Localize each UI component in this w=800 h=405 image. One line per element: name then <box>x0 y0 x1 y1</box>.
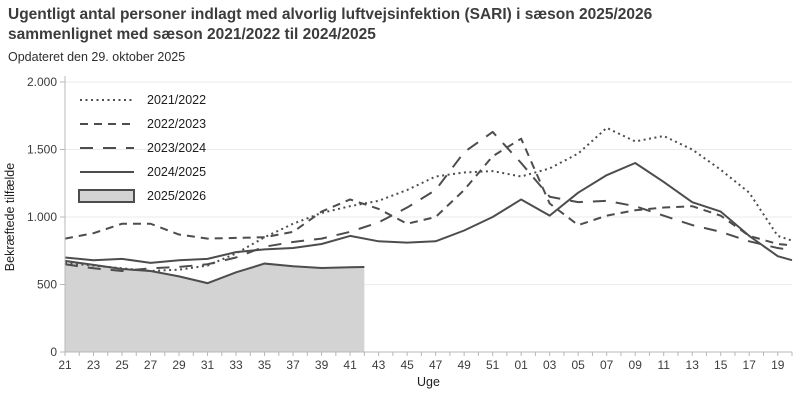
area-line-sample-icon <box>78 189 135 203</box>
legend-label: 2025/2026 <box>147 189 207 203</box>
legend-label: 2021/2022 <box>147 93 207 107</box>
svg-text:03: 03 <box>543 358 557 372</box>
svg-text:15: 15 <box>714 358 728 372</box>
svg-text:31: 31 <box>201 358 215 372</box>
svg-text:25: 25 <box>115 358 129 372</box>
svg-text:1.000: 1.000 <box>27 210 57 224</box>
svg-text:19: 19 <box>771 358 785 372</box>
legend-label: 2023/2024 <box>147 141 207 155</box>
svg-text:11: 11 <box>657 358 670 372</box>
svg-text:Uge: Uge <box>417 375 440 389</box>
svg-text:51: 51 <box>486 358 500 372</box>
svg-text:1.500: 1.500 <box>27 143 57 157</box>
legend-item-2022-2023: 2022/2023 <box>78 112 206 136</box>
longdash-line-sample-icon <box>80 147 134 149</box>
legend-item-2021-2022: 2021/2022 <box>78 88 206 112</box>
svg-text:05: 05 <box>571 358 585 372</box>
svg-text:35: 35 <box>258 358 272 372</box>
legend-label: 2024/2025 <box>147 165 207 179</box>
sari-chart: 0 500 1.000 1.500 2.000 21 23 25 27 29 31 33 35 37 39 4… <box>0 70 800 400</box>
svg-text:17: 17 <box>743 358 757 372</box>
svg-text:27: 27 <box>144 358 158 372</box>
solid-line-sample-icon <box>80 171 134 173</box>
dash-line-sample-icon <box>80 123 134 125</box>
chart-title: Ugentligt antal personer indlagt med alv… <box>8 6 653 44</box>
svg-text:43: 43 <box>372 358 386 372</box>
legend-item-2024-2025: 2024/2025 <box>78 160 206 184</box>
svg-text:39: 39 <box>315 358 329 372</box>
svg-text:23: 23 <box>87 358 101 372</box>
chart-updated-date: Opdateret den 29. oktober 2025 <box>8 49 186 64</box>
sari-chart-svg: 0 500 1.000 1.500 2.000 21 23 25 27 29 31 33 35 37 39 4… <box>3 75 793 389</box>
svg-text:45: 45 <box>400 358 414 372</box>
legend-item-2025-2026: 2025/2026 <box>78 184 206 208</box>
svg-text:07: 07 <box>600 358 614 372</box>
svg-text:Bekræftede tilfælde: Bekræftede tilfælde <box>3 163 17 271</box>
svg-text:2.000: 2.000 <box>27 75 57 89</box>
svg-text:21: 21 <box>58 358 72 372</box>
svg-text:13: 13 <box>686 358 700 372</box>
svg-text:0: 0 <box>50 345 57 359</box>
svg-text:49: 49 <box>457 358 471 372</box>
chart-header: Ugentligt antal personer indlagt med alv… <box>8 5 768 64</box>
svg-text:33: 33 <box>229 358 243 372</box>
legend-item-2023-2024: 2023/2024 <box>78 136 206 160</box>
svg-text:500: 500 <box>37 278 57 292</box>
svg-text:47: 47 <box>429 358 443 372</box>
chart-legend: 2021/2022 2022/2023 2023/2024 2024/2025 2025… <box>78 88 206 208</box>
svg-text:01: 01 <box>514 358 528 372</box>
svg-text:41: 41 <box>343 358 357 372</box>
legend-label: 2022/2023 <box>147 117 207 131</box>
svg-text:37: 37 <box>286 358 300 372</box>
svg-text:09: 09 <box>629 358 643 372</box>
svg-text:29: 29 <box>172 358 186 372</box>
dotted-line-sample-icon <box>80 99 134 101</box>
